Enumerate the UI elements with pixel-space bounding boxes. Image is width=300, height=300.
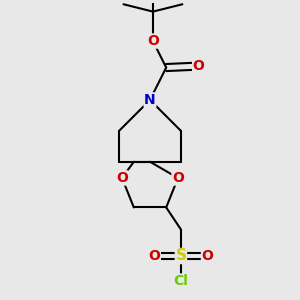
Text: O: O — [202, 249, 213, 263]
Text: N: N — [144, 93, 156, 107]
Text: O: O — [172, 171, 184, 185]
Text: O: O — [193, 59, 205, 73]
Text: S: S — [176, 248, 186, 263]
Text: O: O — [116, 171, 128, 185]
Text: O: O — [148, 249, 160, 263]
Text: O: O — [147, 34, 159, 48]
Text: Cl: Cl — [173, 274, 188, 288]
